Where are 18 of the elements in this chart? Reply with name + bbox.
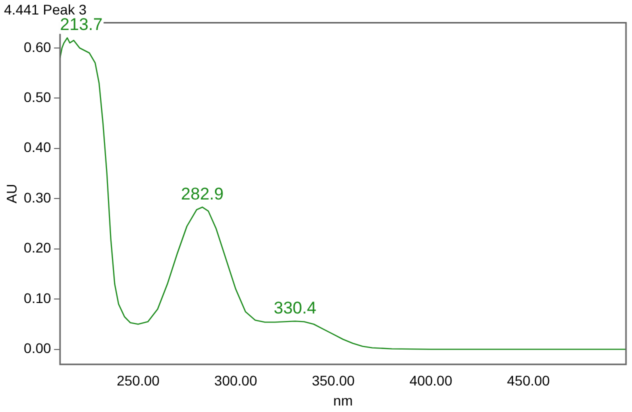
annotation: 330.4 bbox=[274, 298, 316, 318]
y-axis-title: AU bbox=[3, 184, 20, 204]
annotation: 282.9 bbox=[181, 184, 224, 204]
annotation: 213.7 bbox=[60, 15, 103, 34]
y-tick-label: 0.40 bbox=[24, 139, 52, 156]
x-tick-label: 450.00 bbox=[507, 372, 550, 389]
y-tick-label: 0.30 bbox=[24, 189, 52, 206]
x-tick-label: 400.00 bbox=[409, 372, 452, 389]
y-tick-label: 0.00 bbox=[24, 340, 52, 356]
chart-title: 4.441 Peak 3 bbox=[4, 1, 87, 18]
y-tick-label: 0.20 bbox=[24, 240, 52, 256]
x-tick-label: 250.00 bbox=[116, 372, 160, 389]
y-tick-label: 0.50 bbox=[24, 89, 52, 106]
x-tick-label: 300.00 bbox=[214, 372, 258, 389]
x-axis-title: nm bbox=[333, 392, 353, 408]
y-tick-label: 0.60 bbox=[24, 38, 52, 55]
y-tick-label: 0.10 bbox=[24, 290, 52, 306]
x-tick-label: 350.00 bbox=[312, 372, 355, 389]
